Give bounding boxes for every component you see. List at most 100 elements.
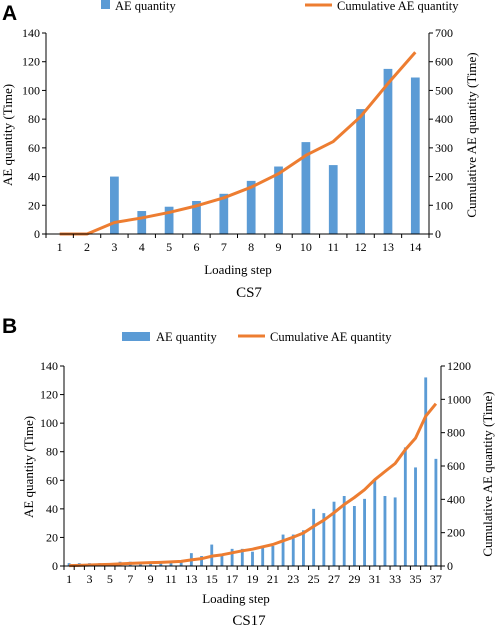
panel-b-y-tick-label: 80 <box>46 445 58 459</box>
panel-a-y2-tick-label: 0 <box>435 227 441 241</box>
panel-a-y2-tick-label: 400 <box>435 112 453 126</box>
panel-b-x-axis-title: Loading step <box>202 591 270 606</box>
panel-a-x-tick-label: 13 <box>382 240 394 254</box>
panel-b-x-tick-label: 21 <box>267 572 279 586</box>
panel-b-x-tick-label: 5 <box>107 572 113 586</box>
panel-a-y-tick-label: 120 <box>22 55 40 69</box>
panel-b-y-tick-label: 40 <box>46 502 58 516</box>
panel-a-y2-tick-label: 300 <box>435 141 453 155</box>
panel-b-y2-tick-label: 0 <box>447 559 453 573</box>
panel-b-x-tick-label: 1 <box>66 572 72 586</box>
panel-a-x-tick-label: 11 <box>327 240 339 254</box>
panel-a-y-tick-label: 40 <box>28 170 40 184</box>
panel-b-y-tick-label: 0 <box>52 559 58 573</box>
panel-b-x-tick-label: 23 <box>287 572 299 586</box>
panel-b-y-tick-label: 140 <box>40 359 58 373</box>
panel-b-y2-tick-label: 600 <box>447 459 465 473</box>
panel-a-bar <box>137 211 147 234</box>
panel-b-y-tick-label: 20 <box>46 530 58 544</box>
panel-b-bar <box>230 548 234 566</box>
panel-a-x-tick-label: 10 <box>300 240 312 254</box>
panel-b-y2-tick-label: 400 <box>447 492 465 506</box>
panel-a-bar <box>356 109 365 234</box>
panel-b-caption: CS17 <box>232 613 266 629</box>
panel-b-legend: AE quantity Cumulative AE quantity <box>122 330 392 344</box>
panel-a-letter: A <box>2 2 17 25</box>
panel-b-bar <box>149 563 153 566</box>
panel-b-x-tick-label: 27 <box>328 572 340 586</box>
panel-b-bar <box>332 501 336 566</box>
panel-b-bar <box>271 546 275 566</box>
panel-b-y-axis-title: AE quantity (Time) <box>21 416 36 518</box>
panel-a-y2-tick-label: 500 <box>435 83 453 97</box>
panel-a-bar <box>410 77 420 234</box>
panel-b-bar <box>291 534 295 566</box>
panel-a-y2-tick-label: 200 <box>435 170 453 184</box>
panel-b-bar <box>159 563 163 566</box>
panel-b-bar <box>352 506 356 566</box>
panel-b-y-tick-label: 120 <box>40 388 58 402</box>
panel-b-y-tick-label: 60 <box>46 473 58 487</box>
panel-b-cumulative-line <box>69 402 438 568</box>
panel-b-bar <box>251 551 254 566</box>
panel-a-y-tick-label: 20 <box>28 198 40 212</box>
panel-b-bar <box>434 458 438 566</box>
panel-a-cumulative-line <box>59 51 417 236</box>
panel-b: B AE quantity Cumulative AE quantity 0 20… <box>2 315 495 629</box>
panel-b-bar <box>393 497 397 566</box>
panel-a-y-tick-label: 140 <box>22 26 40 40</box>
panel-a-bar <box>274 166 283 234</box>
panel-b-y2-axis-title: Cumulative AE quantity (Time) <box>480 391 495 556</box>
panel-a-y2-axis-title: Cumulative AE quantity (Time) <box>464 52 479 217</box>
panel-a-caption: CS7 <box>236 285 262 301</box>
panel-a-x-tick-label: 12 <box>355 240 367 254</box>
panel-b-y-tick-label: 100 <box>40 416 58 430</box>
panel-b-x-tick-label: 17 <box>226 572 238 586</box>
panel-b-bar <box>220 554 224 566</box>
panel-b-x-tick-label: 3 <box>86 572 92 586</box>
panel-b-legend-line-label: Cumulative AE quantity <box>270 330 392 344</box>
panel-a-bar <box>328 165 338 234</box>
panel-a-y2-tick-label: 100 <box>435 198 453 212</box>
panel-a-y2-tick-label: 600 <box>435 55 453 69</box>
panel-b-bar <box>363 498 366 566</box>
panel-a-y2-tick-label: 700 <box>435 26 453 40</box>
panel-a-bar <box>110 176 119 234</box>
panel-b-x-tick-label: 7 <box>127 572 133 586</box>
panel-a-y-tick-label: 0 <box>34 227 40 241</box>
panel-b-x-tick-label: 35 <box>410 572 422 586</box>
panel-b-bar <box>138 563 142 566</box>
panel-b-x-tick-label: 29 <box>348 572 360 586</box>
panel-a-legend-bar-swatch <box>101 0 110 9</box>
panel-b-x-tick-label: 31 <box>369 572 381 586</box>
panel-a-bar <box>192 200 201 234</box>
panel-a-x-tick-label: 14 <box>409 240 421 254</box>
panel-b-bar <box>200 556 203 566</box>
panel-b-bar <box>179 561 183 566</box>
panel-a-x-axis-title: Loading step <box>204 262 272 277</box>
panel-b-x-tick-label: 33 <box>389 572 401 586</box>
panel-b-y2-tick-label: 1000 <box>447 392 471 406</box>
panel-b-bar <box>312 508 316 566</box>
panel-b-bar <box>424 377 428 566</box>
panel-a-bar <box>246 180 256 234</box>
panel-a-legend: AE quantity Cumulative AE quantity <box>101 0 459 13</box>
panel-a-x-tick-label: 7 <box>221 240 227 254</box>
panel-a-bar <box>164 206 174 234</box>
panel-b-legend-bar-swatch <box>122 332 150 341</box>
panel-a-y-tick-label: 60 <box>28 141 40 155</box>
panel-b-bar <box>169 561 173 566</box>
panel-a-bar <box>219 193 229 234</box>
panel-b-y2-tick-label: 800 <box>447 426 465 440</box>
panel-a-x-tick-label: 6 <box>193 240 199 254</box>
panel-b-x-tick-label: 9 <box>148 572 154 586</box>
panel-a: A AE quantity Cumulative AE quantity 0 20… <box>0 0 479 301</box>
panel-a-y-axis-title: AE quantity (Time) <box>0 84 15 186</box>
panel-a-x-tick-label: 5 <box>166 240 172 254</box>
panel-a-x-tick-label: 9 <box>276 240 282 254</box>
panel-a-x-tick-label: 1 <box>57 240 63 254</box>
panel-b-x-tick-label: 15 <box>206 572 218 586</box>
panel-a-y-tick-label: 100 <box>22 83 40 97</box>
panel-b-bar <box>403 447 407 566</box>
